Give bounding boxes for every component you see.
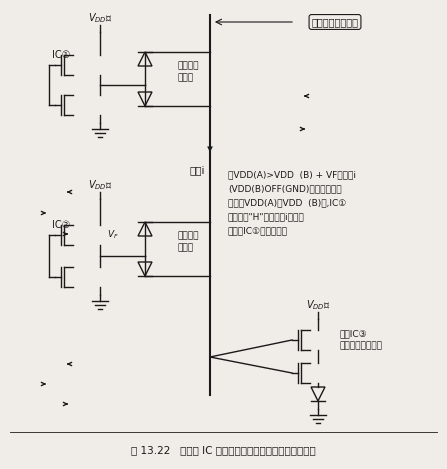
Text: 入定时VDD(A)比VDD  (B)快,IC①: 入定时VDD(A)比VDD (B)快,IC① <box>228 198 346 207</box>
Text: 总线之类的信号线: 总线之类的信号线 <box>312 17 358 27</box>
Text: $V_F$: $V_F$ <box>107 229 119 241</box>
Text: $V_{DD}$Ⓐ: $V_{DD}$Ⓐ <box>88 11 112 25</box>
Text: IC①: IC① <box>52 50 70 60</box>
Text: 输出寄生
二极管: 输出寄生 二极管 <box>178 61 199 83</box>
Text: 电流，IC①受到损伤）: 电流，IC①受到损伤） <box>228 227 288 235</box>
Text: 电流i: 电流i <box>190 165 206 175</box>
Text: $V_{DD}$Ⓑ: $V_{DD}$Ⓑ <box>306 298 330 312</box>
Text: $V_{DD}$Ⓑ: $V_{DD}$Ⓑ <box>88 178 112 192</box>
Text: (VDD(B)OFF(GND)时，或电源投: (VDD(B)OFF(GND)时，或电源投 <box>228 184 342 194</box>
Text: 在VDD(A)>VDD  (B) + VF时发生i: 在VDD(A)>VDD (B) + VF时发生i <box>228 171 356 180</box>
Text: 图 13.22   异电源 IC 的输出连接在同一信号线上时的麻烦: 图 13.22 异电源 IC 的输出连接在同一信号线上时的麻烦 <box>131 445 316 455</box>
Text: 的输出为"H"的场合，i变为大: 的输出为"H"的场合，i变为大 <box>228 212 305 221</box>
Text: IC②: IC② <box>52 220 70 230</box>
Text: 输出寄生
二极管: 输出寄生 二极管 <box>178 232 199 252</box>
Text: 接收IC③
（附有输入容忍）: 接收IC③ （附有输入容忍） <box>340 330 383 350</box>
